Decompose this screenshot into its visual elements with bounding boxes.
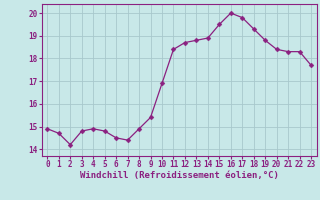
X-axis label: Windchill (Refroidissement éolien,°C): Windchill (Refroidissement éolien,°C): [80, 171, 279, 180]
